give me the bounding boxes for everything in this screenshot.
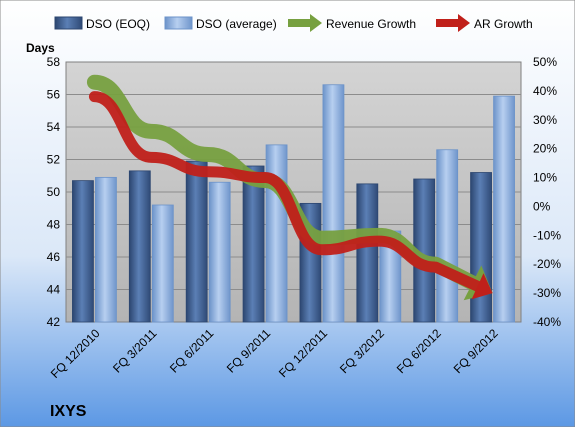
legend-swatch-revenue-growth xyxy=(288,14,322,32)
bar-dso-eoq xyxy=(72,180,94,323)
legend-swatch-dso-average xyxy=(164,16,193,30)
bar-dso-eoq xyxy=(242,165,265,323)
legend-label-revenue-growth: Revenue Growth xyxy=(326,17,416,31)
legend-item-ar-growth: AR Growth xyxy=(436,14,533,32)
y-tick-label: 58 xyxy=(47,55,61,69)
legend: DSO (EOQ) DSO (average) Revenue Growth A… xyxy=(54,14,533,32)
legend-label-ar-growth: AR Growth xyxy=(474,17,533,31)
y2-tick-label: 20% xyxy=(533,142,557,156)
y-tick-label: 56 xyxy=(47,88,61,102)
bar-dso-average xyxy=(151,204,174,323)
y-tick-label: 48 xyxy=(47,218,61,232)
legend-item-dso-average: DSO (average) xyxy=(164,16,277,31)
bar-dso-eoq xyxy=(470,172,492,323)
y-tick-label: 44 xyxy=(47,283,61,297)
arrowhead-ar-growth xyxy=(471,273,493,300)
bar-dso-average xyxy=(265,144,288,323)
bar-dso-average xyxy=(493,95,515,323)
y-tick-label: 52 xyxy=(47,153,61,167)
legend-label-dso-eoq: DSO (EOQ) xyxy=(86,17,150,31)
legend-item-dso-eoq: DSO (EOQ) xyxy=(54,16,150,31)
y2-tick-label: -10% xyxy=(533,228,561,242)
y2-tick-label: 50% xyxy=(533,55,557,69)
line-ar-growth xyxy=(88,91,484,292)
y2-tick-label: -40% xyxy=(533,315,561,329)
y2-tick-label: 40% xyxy=(533,84,557,98)
legend-swatch-dso-eoq xyxy=(54,16,83,30)
legend-item-revenue-growth: Revenue Growth xyxy=(288,14,416,32)
legend-label-dso-average: DSO (average) xyxy=(196,17,277,31)
y-tick-label: 54 xyxy=(47,120,61,134)
y-tick-label: 42 xyxy=(47,315,61,329)
company-name: IXYS xyxy=(50,403,87,420)
y2-tick-label: -20% xyxy=(533,257,561,271)
bar-dso-average xyxy=(436,149,459,323)
y-axis-right: -40% -30% -20% -10% 0% 10% 20% 30% 40% 50% xyxy=(533,55,561,329)
y-tick-label: 46 xyxy=(47,250,61,264)
growth-lines xyxy=(86,74,493,301)
y2-tick-label: 0% xyxy=(533,199,551,213)
y-tick-label: 50 xyxy=(47,185,61,199)
y2-tick-label: -30% xyxy=(533,286,561,300)
y-axis-left: 42 44 46 48 50 52 54 56 58 xyxy=(47,55,61,329)
bar-dso-average xyxy=(322,84,345,323)
bar-dso-eoq xyxy=(185,160,208,323)
bar-dso-eoq xyxy=(128,170,151,323)
y2-tick-label: 30% xyxy=(533,113,557,127)
bar-dso-eoq xyxy=(356,183,379,323)
y2-tick-label: 10% xyxy=(533,171,557,185)
legend-swatch-ar-growth xyxy=(436,14,470,32)
y-axis-title: Days xyxy=(26,41,55,55)
bar-dso-average xyxy=(95,176,117,323)
bar-dso-average xyxy=(208,181,231,323)
